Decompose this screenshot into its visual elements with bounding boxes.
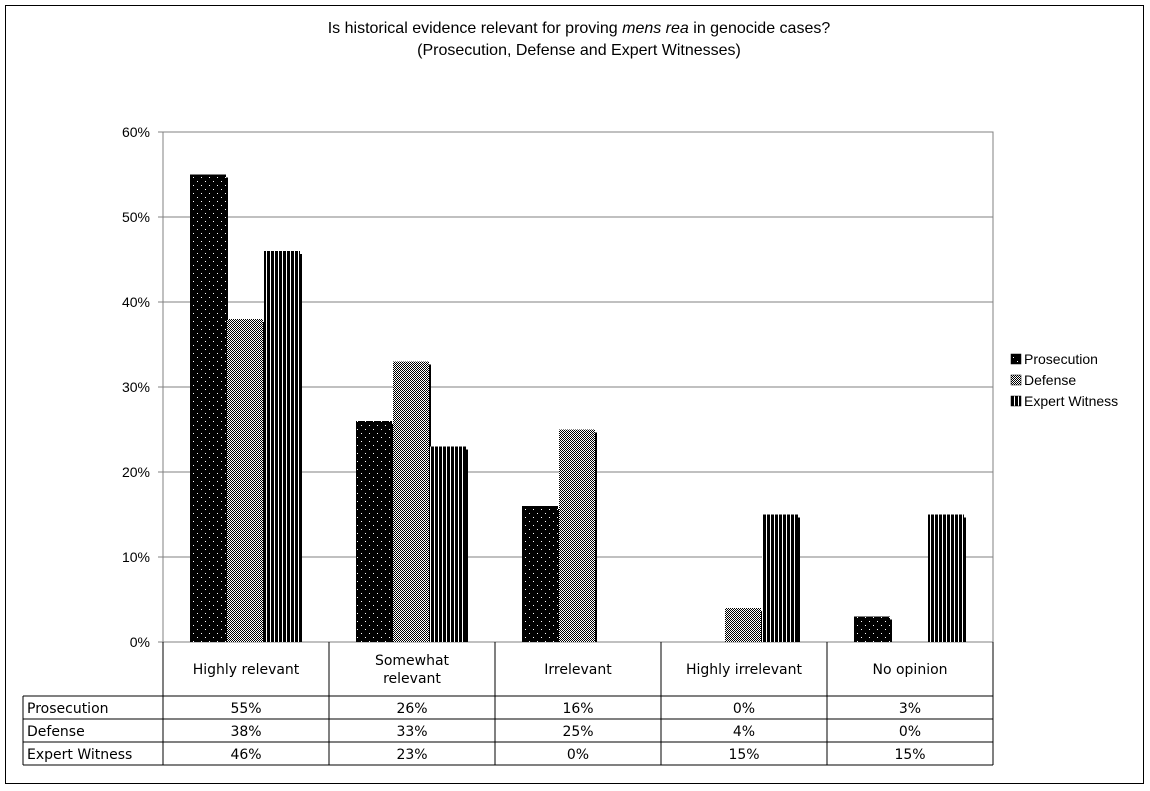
table-cell: 15%: [728, 747, 759, 763]
y-tick-label: 30%: [122, 379, 150, 395]
bar-shadow: [428, 364, 431, 642]
y-tick-label: 50%: [122, 209, 150, 225]
bar-expert-witness: [264, 251, 300, 642]
legend-swatch: [1010, 353, 1022, 365]
table-row-header: Prosecution: [27, 701, 109, 717]
y-tick-label: 60%: [122, 124, 150, 140]
table-row-header: Defense: [27, 724, 85, 740]
category-label: No opinion: [872, 662, 947, 678]
bar-defense: [393, 361, 429, 642]
bar-prosecution: [190, 174, 226, 642]
bar-shadow: [594, 432, 597, 642]
bar-defense: [559, 429, 595, 642]
bar-shadow: [465, 449, 468, 642]
bars: [190, 174, 966, 642]
y-tick-label: 10%: [122, 549, 150, 565]
table-cell: 16%: [562, 701, 593, 717]
bar-shadow: [760, 611, 763, 642]
bar-defense: [227, 319, 263, 642]
category-label: Highly relevant: [193, 662, 300, 678]
table-cell: 33%: [396, 724, 427, 740]
bar-prosecution: [522, 506, 558, 642]
category-label: Highly irrelevant: [686, 662, 803, 678]
bar-expert-witness: [430, 446, 466, 642]
table-row-header: Expert Witness: [27, 747, 132, 763]
table-cell: 55%: [230, 701, 261, 717]
legend-label: Prosecution: [1024, 351, 1098, 367]
table-cell: 23%: [396, 747, 427, 763]
bar-prosecution: [854, 616, 890, 642]
bar-shadow: [963, 517, 966, 642]
bar-shadow: [262, 322, 265, 642]
chart-title: Is historical evidence relevant for prov…: [328, 20, 831, 37]
table-cell: 0%: [567, 747, 589, 763]
table-cell: 0%: [733, 701, 755, 717]
y-tick-label: 0%: [130, 634, 150, 650]
y-tick-label: 40%: [122, 294, 150, 310]
table-cell: 15%: [894, 747, 925, 763]
bar-expert-witness: [928, 514, 964, 642]
y-tick-label: 20%: [122, 464, 150, 480]
table-cell: 46%: [230, 747, 261, 763]
bar-expert-witness: [762, 514, 798, 642]
table-cell: 0%: [899, 724, 921, 740]
chart-subtitle: (Prosecution, Defense and Expert Witness…: [417, 42, 741, 59]
table-cell: 26%: [396, 701, 427, 717]
bar-defense: [725, 608, 761, 642]
bar-shadow: [557, 509, 560, 642]
table-cell: 38%: [230, 724, 261, 740]
legend-label: Defense: [1024, 372, 1076, 388]
y-axis-ticks: 0% 10% 20% 30% 40% 50% 60%: [122, 124, 163, 650]
category-label: Somewhat relevant: [375, 653, 450, 687]
table-cell: 3%: [899, 701, 921, 717]
legend: Prosecution Defense Expert Witness: [1010, 351, 1118, 409]
bar-shadow: [225, 177, 228, 642]
category-label: Irrelevant: [544, 662, 612, 678]
bar-shadow: [299, 254, 302, 642]
bar-shadow: [391, 424, 394, 642]
bar-prosecution: [356, 421, 392, 642]
legend-swatch: [1010, 395, 1022, 407]
table-cell: 4%: [733, 724, 755, 740]
bar-shadow: [889, 619, 892, 642]
data-table: Highly relevant Somewhat relevant Irrelevan…: [22, 642, 994, 766]
bar-shadow: [797, 517, 800, 642]
legend-swatch: [1010, 374, 1022, 386]
table-cell: 25%: [562, 724, 593, 740]
legend-label: Expert Witness: [1024, 393, 1118, 409]
